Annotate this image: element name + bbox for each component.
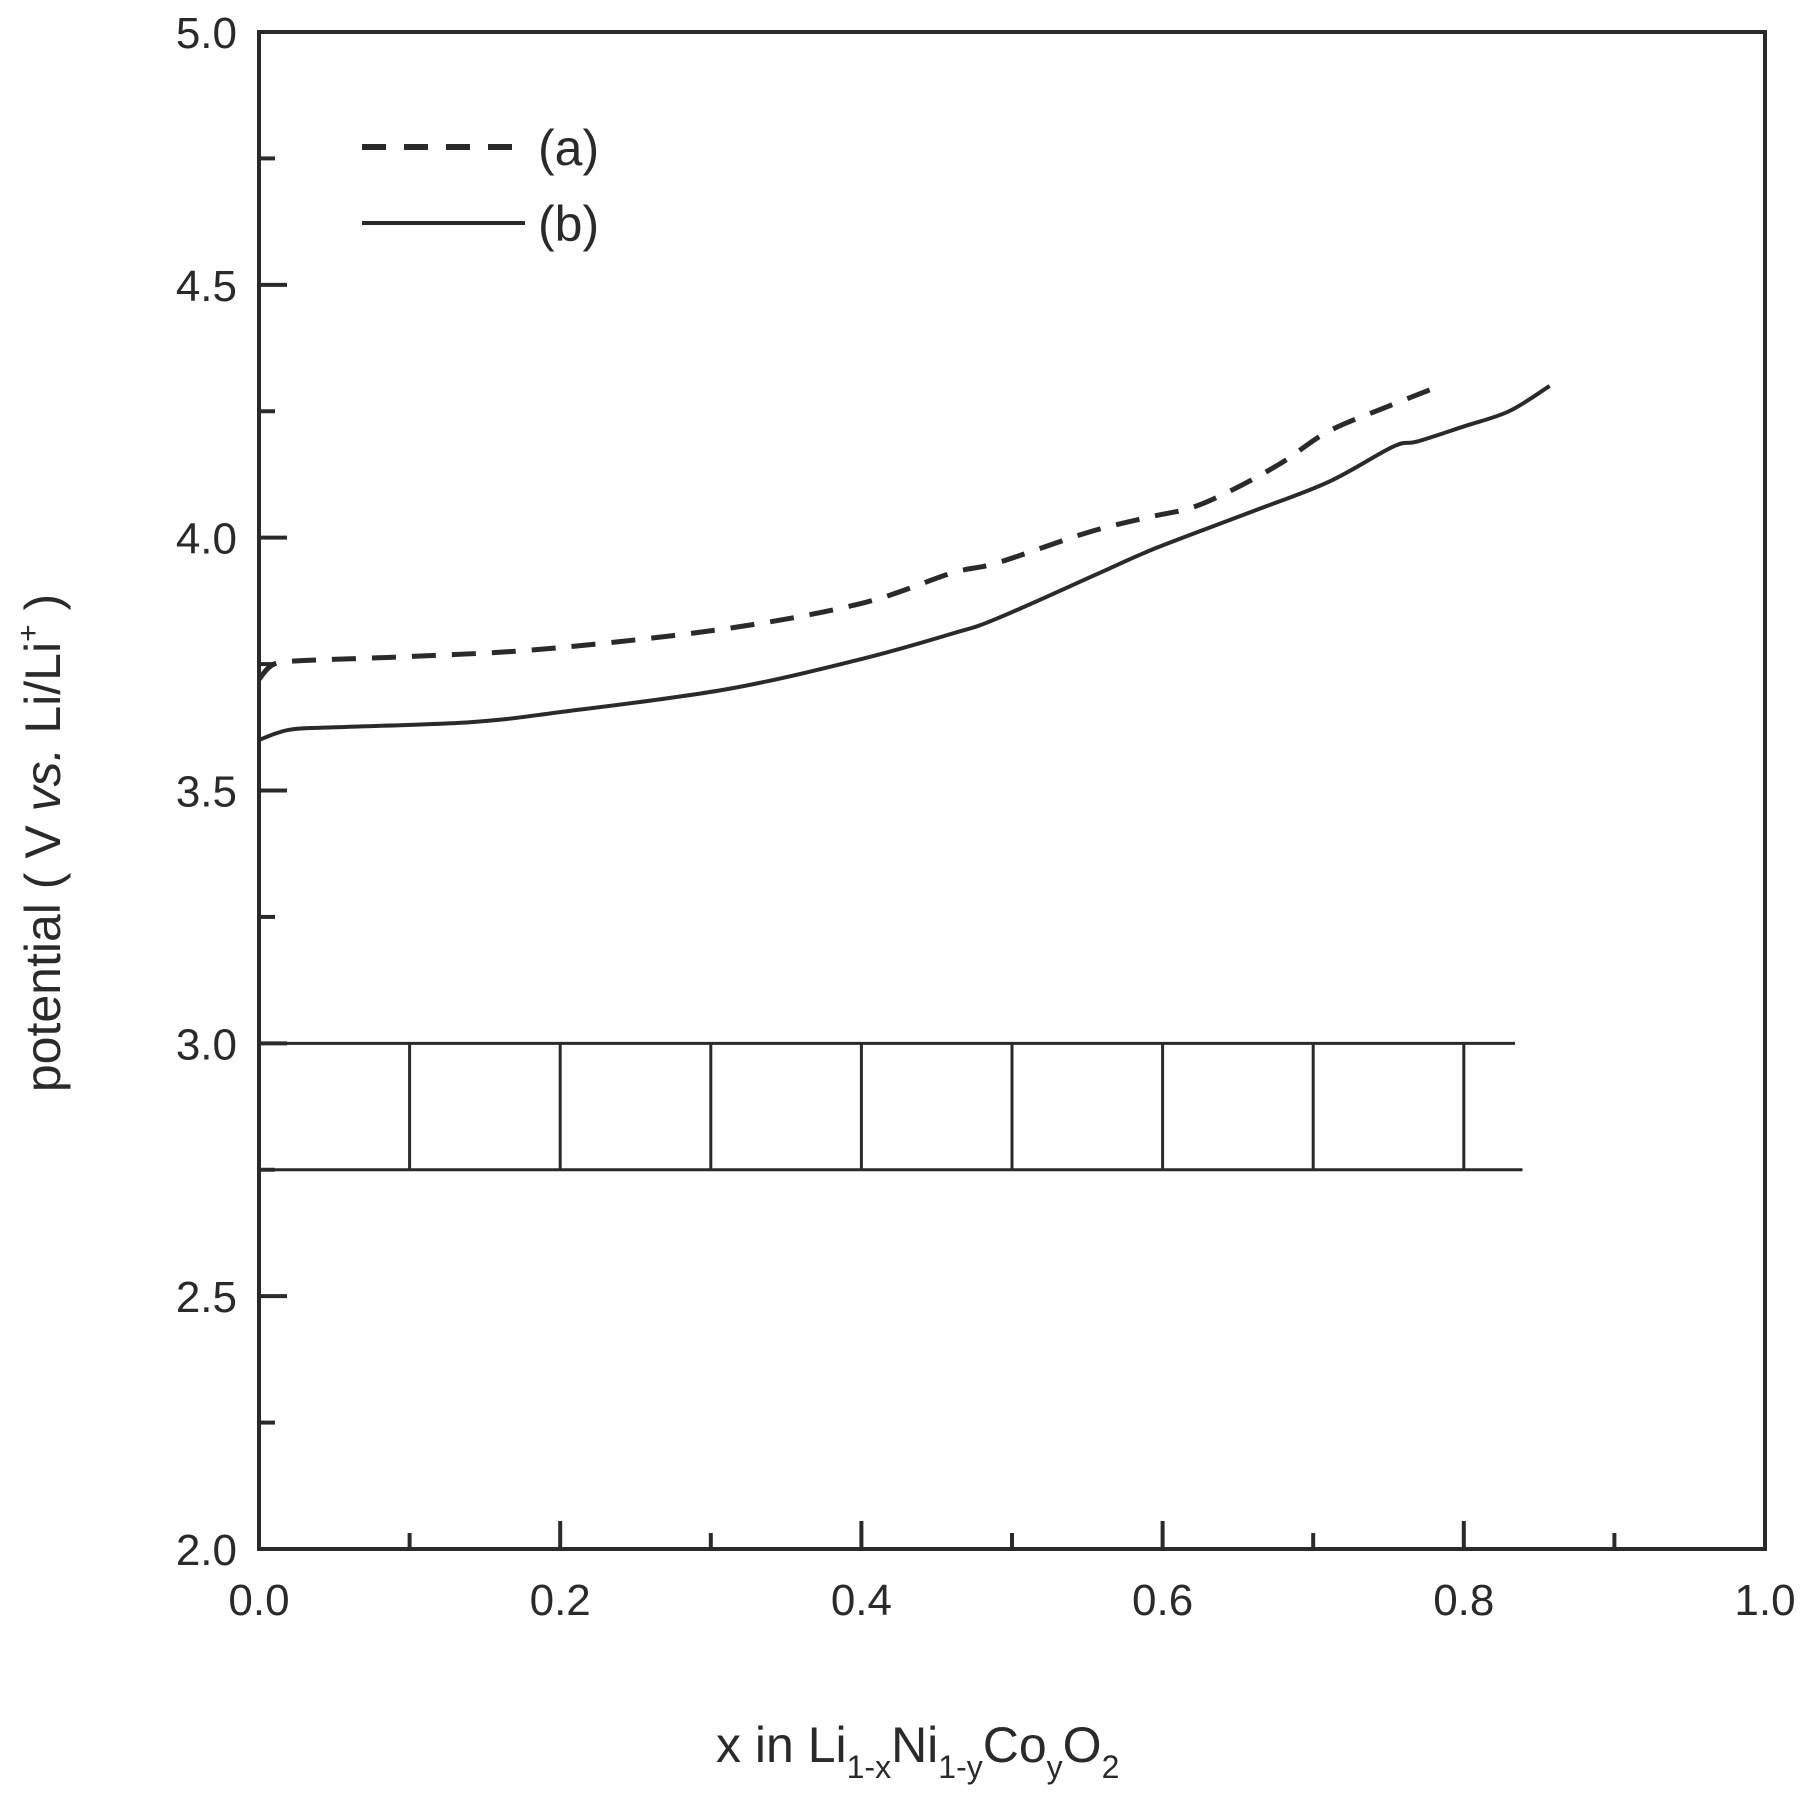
y-tick-label: 2.5 — [176, 1273, 237, 1322]
y-tick-label: 3.5 — [176, 768, 237, 817]
legend: (a) (b) — [362, 120, 599, 252]
legend-a-label: (a) — [538, 120, 599, 176]
xlabel-sub: 1-y — [938, 1749, 982, 1785]
y-tick-label: 2.0 — [176, 1526, 237, 1575]
y-tick-label: 4.0 — [176, 515, 237, 564]
x-axis-title: x in Li1-xNi1-yCoyO2 — [716, 1717, 1119, 1785]
ylabel-italic: vs. — [15, 748, 71, 812]
xlabel-part: Ni — [891, 1717, 938, 1773]
xlabel-sub: 2 — [1102, 1749, 1120, 1785]
xlabel-part: x in Li — [716, 1717, 847, 1773]
y-tick-label: 3.0 — [176, 1020, 237, 1069]
ylabel-sup: + — [12, 624, 45, 642]
x-axis-ticks — [257, 1521, 1767, 1549]
x-tick-label: 0.0 — [228, 1576, 289, 1625]
y-axis-title: potential ( V vs. Li/Li+ ) — [12, 594, 71, 1092]
x-axis-tick-labels: 0.0 0.2 0.4 0.6 0.8 1.0 — [228, 1576, 1795, 1625]
legend-b-label: (b) — [538, 196, 599, 252]
x-tick-label: 0.6 — [1132, 1576, 1193, 1625]
x-tick-label: 0.2 — [530, 1576, 591, 1625]
series-a-line — [257, 383, 1441, 682]
ylabel-part: ) — [15, 594, 71, 625]
xlabel-sub: 1-x — [847, 1749, 891, 1785]
y-tick-label: 4.5 — [176, 262, 237, 311]
x-tick-label: 0.8 — [1433, 1576, 1494, 1625]
x-tick-label: 1.0 — [1734, 1576, 1795, 1625]
xlabel-part: O — [1063, 1717, 1102, 1773]
series-b-line — [258, 384, 1551, 742]
xlabel-part: Co — [983, 1717, 1047, 1773]
ylabel-part: Li/Li — [15, 642, 71, 748]
y-axis-tick-labels: 2.0 2.5 3.0 3.5 4.0 4.5 5.0 — [176, 9, 237, 1575]
y-tick-label: 5.0 — [176, 9, 237, 58]
ylabel-part: potential ( V — [15, 811, 71, 1092]
y-axis-ticks — [259, 30, 287, 1551]
xlabel-sub: y — [1047, 1749, 1063, 1785]
x-tick-label: 0.4 — [831, 1576, 892, 1625]
plot-frame — [257, 30, 1767, 1551]
two-phase-ladder — [259, 1041, 1523, 1172]
